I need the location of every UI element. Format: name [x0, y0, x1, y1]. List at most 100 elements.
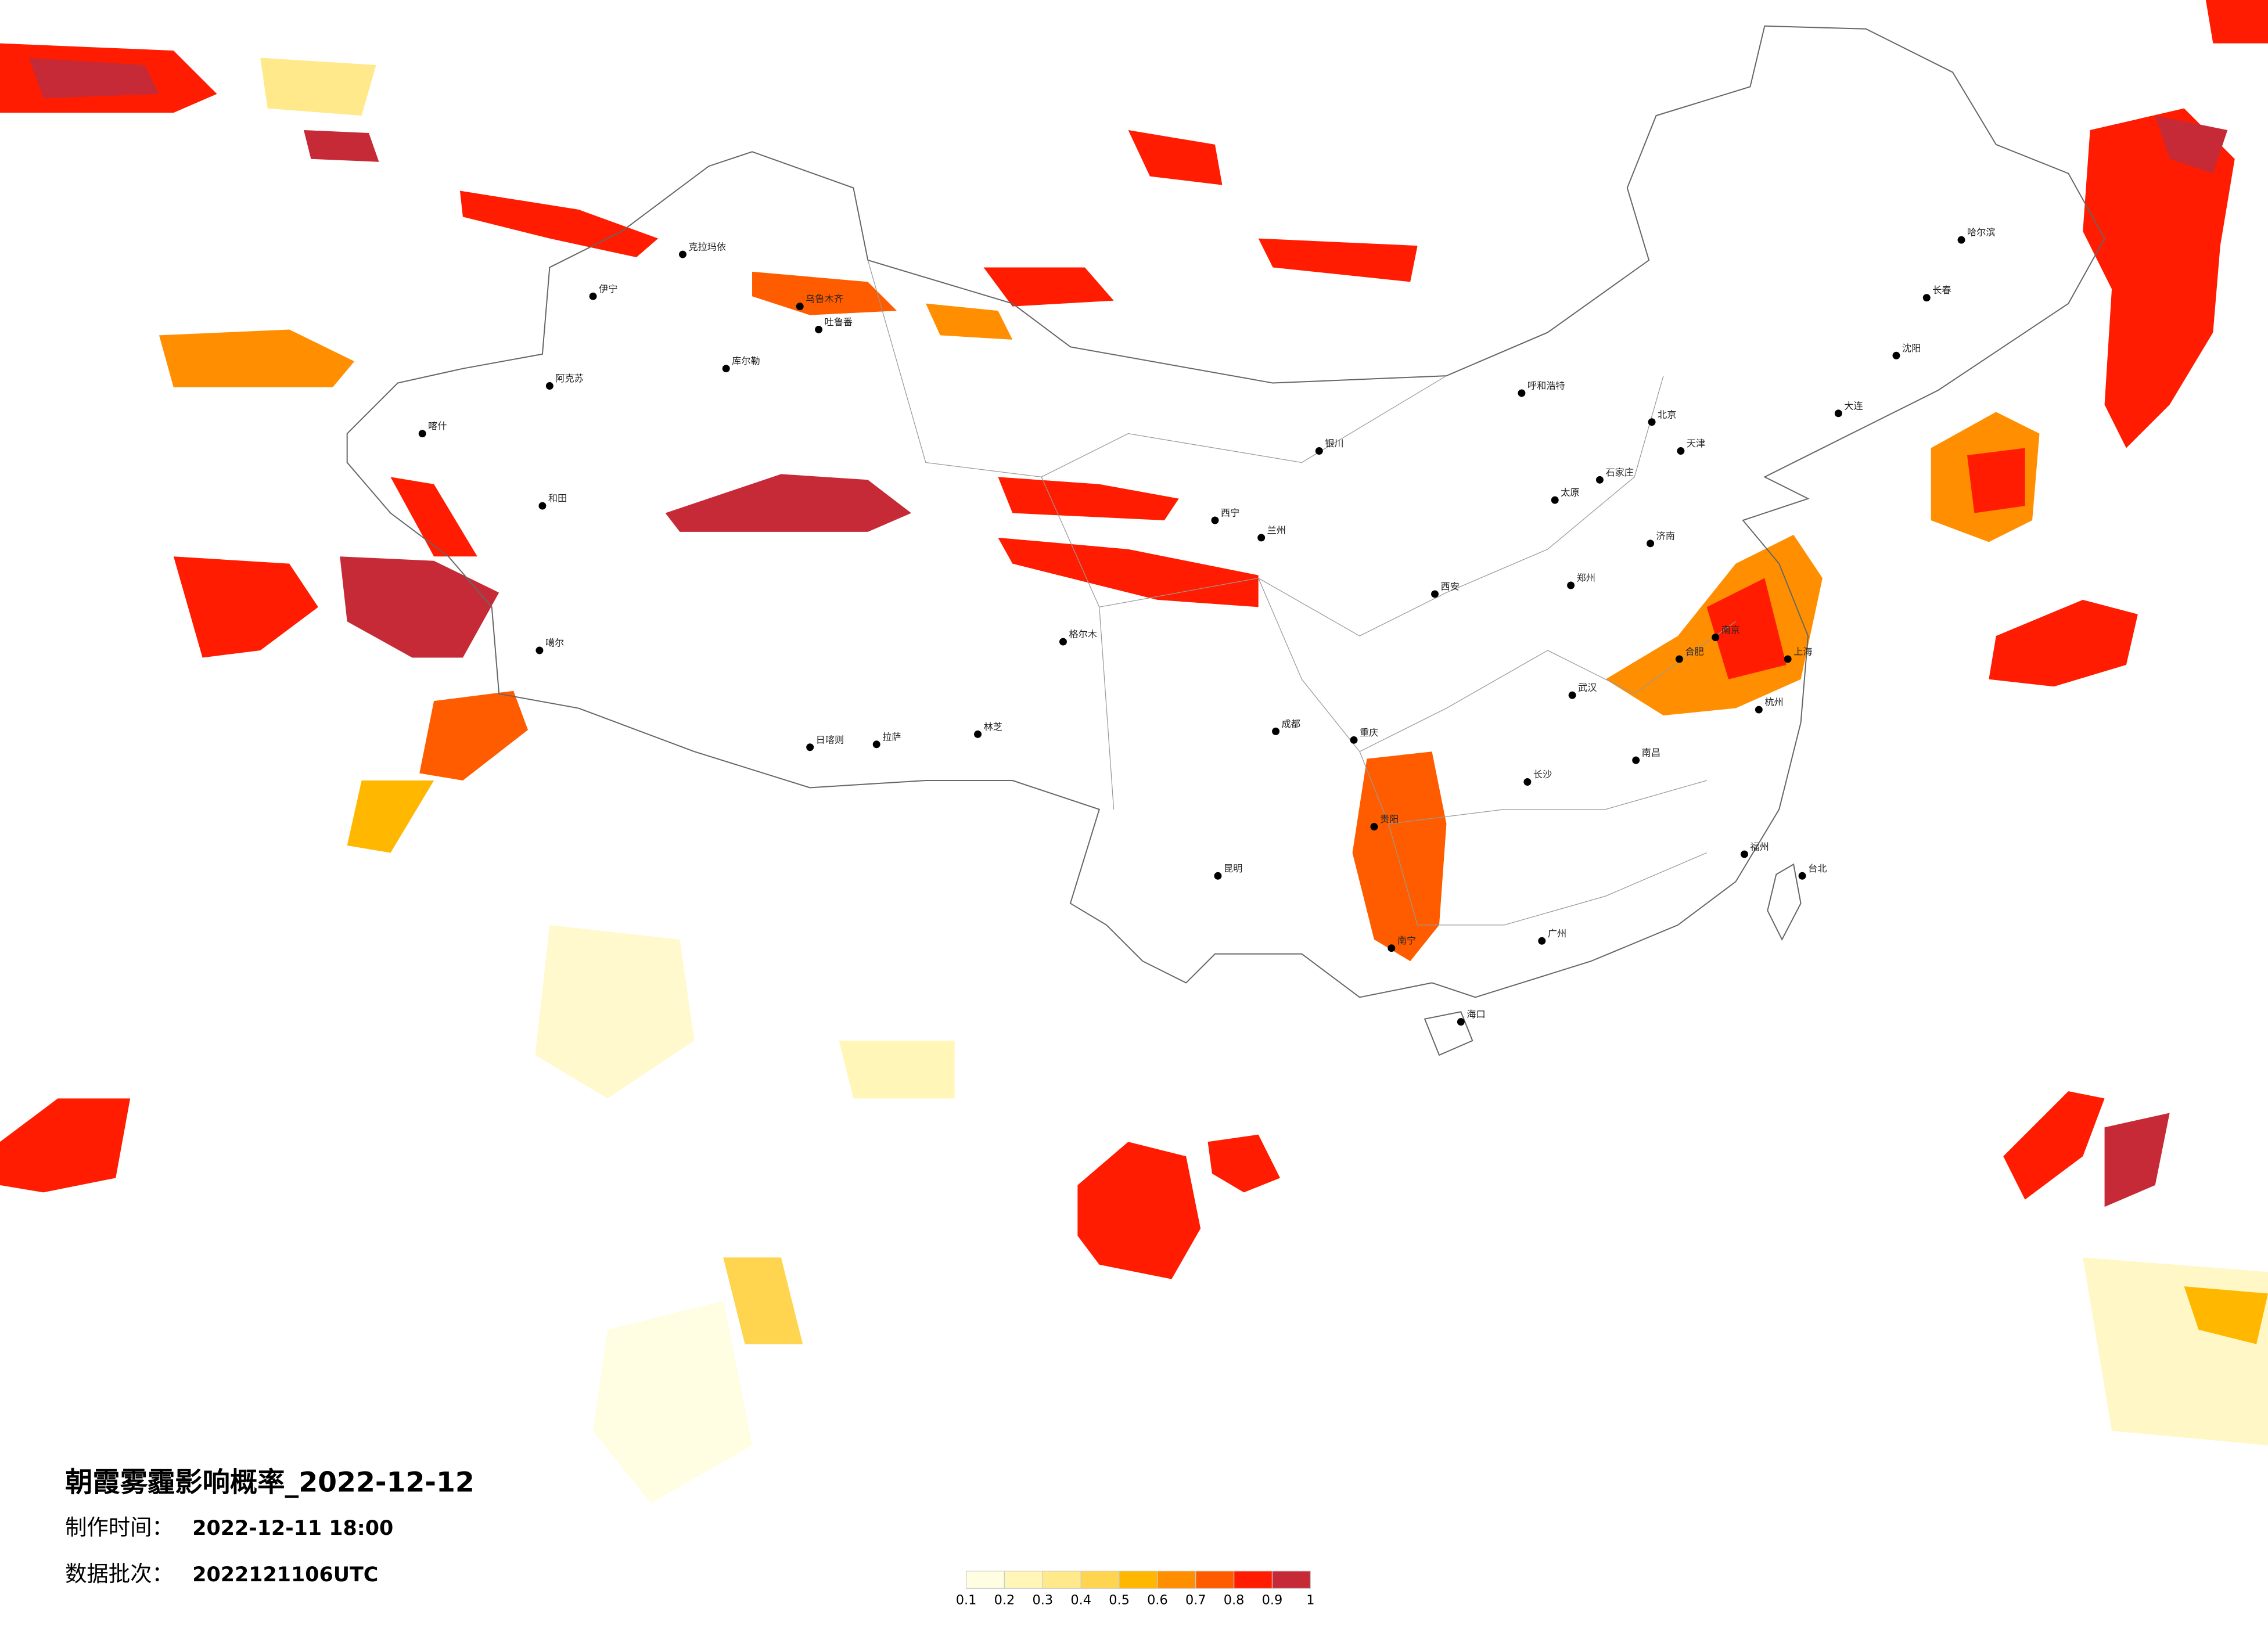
heat-patch	[998, 477, 1179, 520]
legend-tick-label: 0.7	[1185, 1593, 1206, 1608]
heat-patch	[2104, 1113, 2170, 1207]
map-title: 朝霞雾霾影响概率_2022-12-12	[65, 1467, 475, 1499]
city-dot	[1518, 389, 1526, 397]
city-label: 长沙	[1533, 769, 1552, 780]
city-label: 库尔勒	[732, 355, 760, 366]
city-dot	[1523, 778, 1532, 786]
city-label: 上海	[1793, 646, 1812, 657]
heat-patch	[159, 329, 355, 388]
city-label: 克拉玛依	[688, 242, 726, 253]
city-label: 银川	[1325, 438, 1343, 449]
city-label: 成都	[1282, 718, 1300, 729]
city-dot	[679, 250, 686, 258]
legend-tick-label: 0.9	[1262, 1593, 1283, 1608]
city-label: 长春	[1932, 285, 1951, 296]
city-dot	[1632, 756, 1640, 764]
city-dot	[1214, 872, 1222, 880]
city-label: 广州	[1548, 928, 1566, 939]
city-dot	[974, 730, 982, 738]
city-label: 郑州	[1577, 573, 1595, 584]
country-border	[346, 25, 2105, 998]
hainan-border	[1424, 1011, 1473, 1056]
city-label: 呼和浩特	[1527, 380, 1565, 391]
city-label: 西宁	[1221, 508, 1239, 519]
city-label: 伊宁	[599, 283, 617, 294]
city-label: 太原	[1561, 487, 1579, 498]
city-dot	[1211, 516, 1219, 524]
heat-patch	[390, 477, 477, 557]
city-dot	[1059, 638, 1067, 646]
city-dot	[796, 303, 804, 311]
heat-patch	[2205, 0, 2268, 44]
city-dot	[1551, 496, 1559, 504]
city-dot	[806, 743, 814, 751]
heat-patch	[1207, 1134, 1281, 1193]
legend-swatch	[1233, 1570, 1273, 1589]
city-label: 昆明	[1224, 863, 1242, 874]
heat-patch	[1967, 448, 2025, 513]
city-dot	[1922, 294, 1931, 302]
city-label: 北京	[1658, 409, 1676, 420]
heat-patch	[303, 130, 379, 162]
city-label: 格尔木	[1069, 629, 1097, 640]
heat-patch	[340, 556, 499, 658]
city-label: 阿克苏	[555, 373, 584, 384]
heat-patch	[28, 57, 159, 99]
legend-swatch	[965, 1570, 1005, 1589]
heat-patch	[2083, 1257, 2268, 1445]
city-label: 乌鲁木齐	[806, 293, 843, 304]
heat-patch	[1077, 1142, 1201, 1279]
city-dot	[1257, 534, 1266, 542]
city-dot	[1568, 691, 1576, 699]
city-dot	[1370, 823, 1378, 831]
heat-patch	[1352, 751, 1447, 962]
city-label: 大连	[1844, 400, 1863, 411]
made-time-label: 制作时间：	[65, 1515, 174, 1540]
city-label: 拉萨	[882, 731, 901, 742]
heat-patch	[2083, 108, 2235, 448]
city-dot	[1567, 581, 1575, 589]
made-time-value: 2022-12-11 18:00	[192, 1517, 393, 1540]
legend-tick-label: 0.8	[1224, 1593, 1245, 1608]
city-label: 日喀则	[816, 734, 844, 745]
heat-patch	[2184, 1286, 2268, 1344]
city-dot	[1740, 850, 1748, 858]
heat-patch	[839, 1041, 955, 1099]
legend-tick-label: 1	[1306, 1593, 1314, 1608]
legend-swatch	[1119, 1570, 1158, 1589]
city-dot	[815, 325, 823, 333]
heat-patch	[419, 690, 529, 780]
city-label: 海口	[1467, 1009, 1485, 1020]
city-dot	[1784, 655, 1792, 663]
city-label: 南宁	[1397, 935, 1416, 946]
city-dot	[1538, 937, 1546, 945]
city-dot	[1272, 727, 1280, 735]
city-dot	[1834, 409, 1842, 418]
heat-patch	[983, 267, 1114, 307]
probability-field	[0, 0, 2268, 1503]
city-label: 合肥	[1685, 646, 1703, 657]
city-dot	[1350, 736, 1358, 744]
city-dot	[1755, 706, 1763, 714]
city-label: 沈阳	[1902, 343, 1921, 354]
city-dot	[1675, 655, 1683, 663]
city-label: 喀什	[428, 420, 447, 431]
heat-patch	[535, 924, 695, 1099]
city-label: 和田	[548, 493, 567, 504]
legend-tick-label: 0.1	[956, 1593, 977, 1608]
legend-swatch	[1157, 1570, 1196, 1589]
legend-tick-label: 0.4	[1070, 1593, 1091, 1608]
city-label: 贵阳	[1380, 814, 1399, 825]
heat-patch	[459, 190, 659, 258]
city-label: 南昌	[1642, 747, 1660, 758]
legend-tick-label: 0.3	[1033, 1593, 1054, 1608]
borders	[346, 25, 2105, 1056]
batch-label: 数据批次：	[65, 1561, 174, 1587]
heat-patch	[723, 1257, 803, 1344]
city-dot	[538, 502, 547, 510]
city-dot	[1647, 539, 1655, 548]
legend-swatch	[1004, 1570, 1043, 1589]
city-dot	[1388, 944, 1396, 952]
